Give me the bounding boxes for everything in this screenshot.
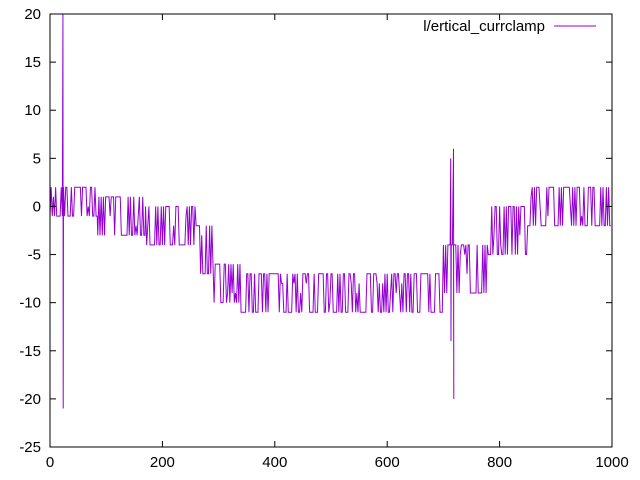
y-axis: -25 -20 -15 -10 -5 0 5 10 15 20 xyxy=(19,6,612,456)
y-tick-label: 5 xyxy=(33,150,41,167)
x-axis: 0 200 400 600 800 1000 xyxy=(46,14,629,471)
y-tick-label: -20 xyxy=(19,391,41,408)
series-lines xyxy=(49,13,611,409)
x-tick-label: 600 xyxy=(375,454,400,471)
x-tick-label: 0 xyxy=(46,454,54,471)
legend: l/ertical_currclamp xyxy=(423,18,596,35)
legend-label: l/ertical_currclamp xyxy=(423,18,545,35)
plot-frame xyxy=(49,13,613,448)
y-tick-label: 10 xyxy=(24,102,41,119)
series-line xyxy=(49,13,611,409)
x-tick-label: 1000 xyxy=(595,454,628,471)
y-tick-label: 20 xyxy=(24,6,41,23)
y-tick-label: -5 xyxy=(28,247,41,264)
y-tick-label: 15 xyxy=(24,54,41,71)
y-tick-label: -25 xyxy=(19,439,41,456)
y-tick-label: 0 xyxy=(33,198,41,215)
y-tick-label: -15 xyxy=(19,343,41,360)
y-tick-label: -10 xyxy=(19,295,41,312)
x-tick-label: 200 xyxy=(150,454,175,471)
x-tick-label: 800 xyxy=(487,454,512,471)
x-tick-label: 400 xyxy=(262,454,287,471)
